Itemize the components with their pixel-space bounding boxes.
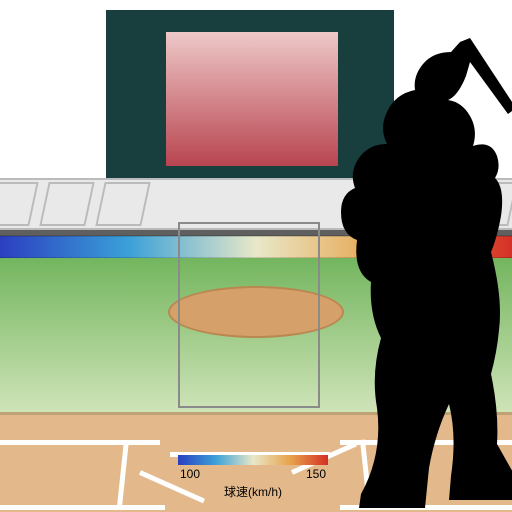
wall-panel (95, 182, 150, 226)
strike-zone (178, 222, 320, 408)
speed-legend-label: 球速(km/h) (178, 483, 328, 500)
speed-legend: 100 150 球速(km/h) (178, 455, 328, 500)
wall-panel (39, 182, 94, 226)
batters-box-line (0, 440, 160, 445)
speed-tick-min: 100 (180, 467, 200, 481)
speed-legend-ticks: 100 150 (178, 465, 328, 481)
pitch-location-diagram: 100 150 球速(km/h) (0, 0, 512, 512)
speed-legend-bar (178, 455, 328, 465)
batters-box-line (0, 505, 165, 510)
batter-silhouette (310, 36, 512, 512)
